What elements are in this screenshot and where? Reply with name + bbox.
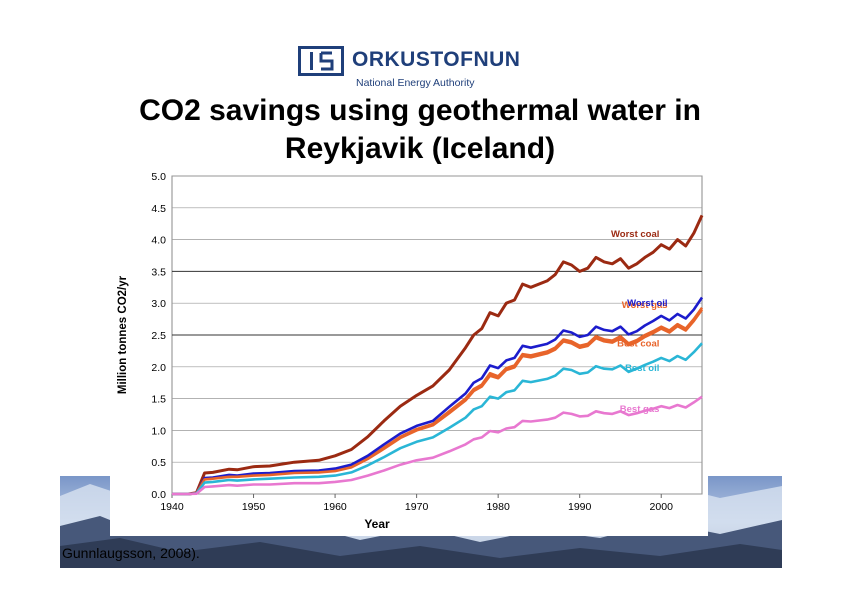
y-tick-label: 1.0 <box>151 425 166 437</box>
x-axis-label: Year <box>364 517 390 531</box>
series-label: Worst oil <box>627 298 667 309</box>
y-tick-label: 4.0 <box>151 235 166 247</box>
series-line-best-gas <box>172 395 703 496</box>
series-line-worst-coal <box>172 214 704 496</box>
source-caption: Gunnlaugsson, 2008). <box>62 545 200 561</box>
orkustofnun-logo: ORKUSTOFNUN National Energy Authority <box>298 44 538 94</box>
x-tick-label: 1950 <box>242 501 266 513</box>
y-tick-label: 0.0 <box>151 489 166 501</box>
x-tick-label: 1970 <box>405 501 429 513</box>
slide-title: CO2 savings using geothermal water in Re… <box>80 92 760 168</box>
series-label: Best oil <box>625 363 659 374</box>
slide-title-line-1: CO2 savings using geothermal water in <box>139 94 701 127</box>
series-label: Best gas <box>620 404 660 415</box>
x-tick-label: 1940 <box>160 501 184 513</box>
y-tick-label: 1.5 <box>151 394 166 406</box>
x-tick-label: 1980 <box>486 501 510 513</box>
y-tick-label: 4.5 <box>151 203 166 215</box>
y-tick-label: 3.0 <box>151 298 166 310</box>
y-tick-label: 5.0 <box>151 171 166 183</box>
slide-title-line-2: Reykjavik (Iceland) <box>284 132 556 165</box>
series-label: Best coal <box>617 338 659 349</box>
logo-mark-icon <box>298 46 344 76</box>
series-line-best-oil <box>172 342 703 496</box>
x-tick-label: 1990 <box>568 501 592 513</box>
series-line-worst-oil <box>172 296 704 496</box>
series-label: Worst gas <box>622 300 668 311</box>
y-axis-label: Million tonnes CO2/yr <box>117 275 129 394</box>
y-tick-label: 2.0 <box>151 362 166 374</box>
chart-panel: 0.0 0.5 1.0 1.5 2.0 2.5 3.0 3.5 4.0 4.5 5.0 1940 195… <box>110 166 708 536</box>
x-tick-label: 2000 <box>650 501 674 513</box>
y-tick-label: 2.5 <box>151 330 166 342</box>
co2-savings-line-chart: 0.0 0.5 1.0 1.5 2.0 2.5 3.0 3.5 4.0 4.5 5.0 1940 195… <box>117 171 704 531</box>
y-tick-label: 3.5 <box>151 266 166 278</box>
logo-subtitle: National Energy Authority <box>356 77 475 89</box>
logo-name: ORKUSTOFNUN <box>352 48 521 71</box>
series-label: Worst coal <box>611 229 659 240</box>
y-tick-label: 0.5 <box>151 457 166 469</box>
series-line-best-coal <box>172 308 704 496</box>
x-tick-label: 1960 <box>323 501 347 513</box>
